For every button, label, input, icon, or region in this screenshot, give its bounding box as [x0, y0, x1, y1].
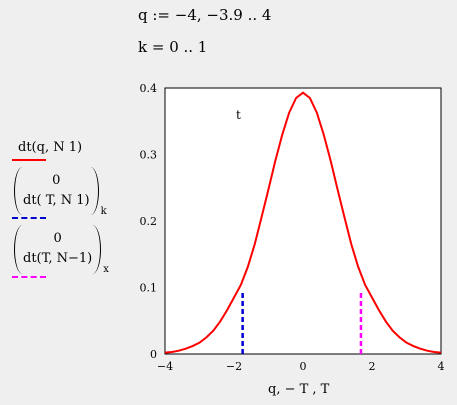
matrix-bottom: dt( T, N 1) — [23, 193, 90, 209]
legend-item-red: dt(q, N 1) — [4, 140, 154, 161]
y-tick-label: 0.4 — [140, 82, 158, 95]
x-tick-label: 2 — [369, 360, 376, 373]
legend-line-dashed-blue — [12, 217, 46, 220]
x-axis-label: q, − T , T — [268, 382, 330, 397]
y-tick-label: 0 — [150, 348, 157, 361]
matrix-subscript: k — [100, 206, 107, 218]
legend-item-magenta: 0 dt(T, N−1) x — [4, 225, 154, 278]
y-tick-label: 0.3 — [140, 149, 158, 162]
x-tick-label: −2 — [226, 360, 242, 373]
matrix-bottom: dt(T, N−1) — [23, 251, 93, 267]
index-definition: k = 0 .. 1 — [138, 38, 208, 56]
chart-annotation: t — [236, 108, 241, 122]
x-tick-label: −4 — [157, 360, 173, 373]
legend: dt(q, N 1) 0 dt( T, N 1) k 0 dt(T, N−1) … — [4, 140, 154, 278]
matrix-top: 0 — [53, 231, 62, 247]
matrix-top: 0 — [52, 173, 61, 188]
series-line-0 — [164, 91, 442, 354]
x-tick-label: 4 — [438, 360, 445, 373]
legend-item-blue: 0 dt( T, N 1) k — [4, 167, 154, 220]
legend-line-solid-red — [12, 159, 46, 161]
y-tick-label: 0.2 — [140, 215, 158, 228]
range-definition: q := −4, −3.9 .. 4 — [138, 6, 272, 24]
plot-area — [164, 87, 442, 355]
legend-expr: dt(q, N 1) — [18, 140, 83, 155]
vector-matrix: 0 dt(T, N−1) — [14, 225, 102, 274]
legend-line-dashed-magenta — [12, 275, 46, 278]
matrix-subscript: x — [103, 264, 109, 276]
x-tick-label: 0 — [300, 360, 307, 373]
vector-matrix: 0 dt( T, N 1) — [14, 167, 99, 216]
y-tick-label: 0.1 — [140, 282, 158, 295]
